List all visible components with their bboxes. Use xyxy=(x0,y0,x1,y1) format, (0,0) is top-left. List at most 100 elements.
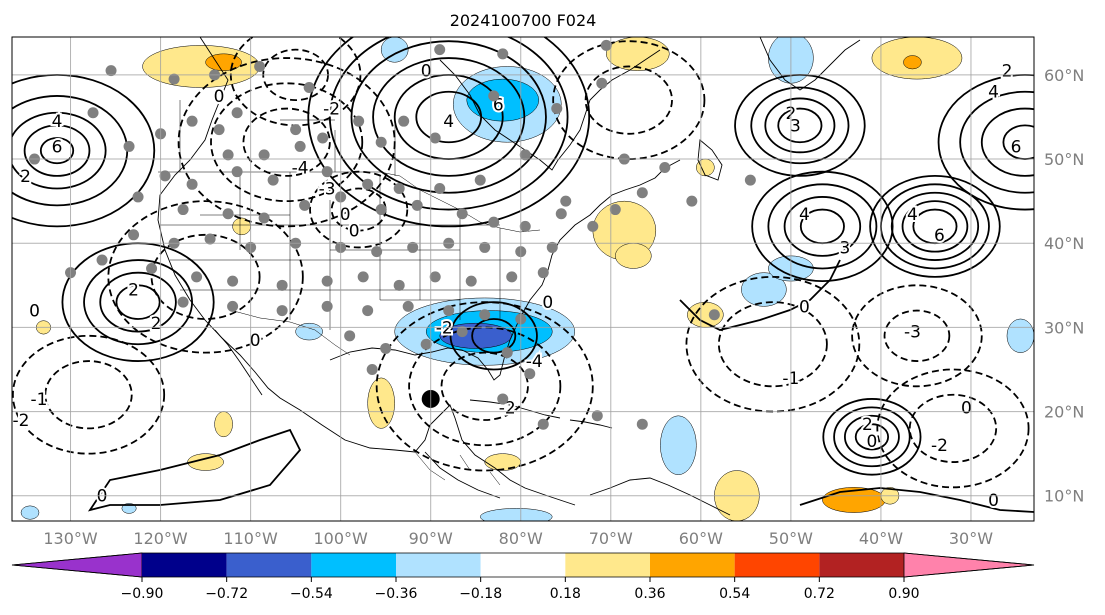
contour-label: 2 xyxy=(128,281,139,301)
station-marker xyxy=(407,241,419,253)
negative-contour xyxy=(851,284,983,388)
station-marker xyxy=(254,60,266,72)
positive-contour xyxy=(750,86,850,165)
positive-contour xyxy=(751,170,894,283)
negative-contour xyxy=(876,368,1030,489)
positive-contour xyxy=(307,37,591,228)
contour-label: 0 xyxy=(988,491,999,511)
gridlines-layer xyxy=(12,37,1034,521)
station-marker xyxy=(294,140,306,152)
longitude-labels: 130°W 120°W 110°W 100°W 90°W 80°W 70°W 60°W 50°W… xyxy=(43,529,993,548)
negative-contour xyxy=(12,334,166,455)
station-marker xyxy=(524,368,536,380)
station-marker xyxy=(317,132,329,144)
longitude-tick-label: 80°W xyxy=(499,529,543,548)
longitude-tick-label: 30°W xyxy=(949,529,993,548)
station-marker xyxy=(411,199,423,211)
contour-label: -3 xyxy=(319,180,336,200)
station-marker xyxy=(636,187,648,199)
station-marker xyxy=(276,279,288,291)
contour-label: 0 xyxy=(340,205,351,225)
station-marker xyxy=(177,204,189,216)
positive-contour xyxy=(679,259,841,331)
station-marker xyxy=(551,103,563,115)
contour-label: 2 xyxy=(20,167,31,187)
station-marker xyxy=(420,338,432,350)
latitude-tick-label: 60°N xyxy=(1044,66,1084,85)
longitude-tick-label: 130°W xyxy=(43,529,98,548)
contour-label: -2 xyxy=(931,436,948,456)
station-marker xyxy=(231,166,243,178)
colorbar-tick-label: 0.18 xyxy=(550,586,581,602)
negative-contour xyxy=(717,301,828,388)
contour-label: 0 xyxy=(421,62,432,82)
station-marker xyxy=(186,178,198,190)
contour-label: 6 xyxy=(52,137,63,157)
negative-contour xyxy=(177,57,396,228)
colorbar-segment xyxy=(226,553,312,577)
station-marker xyxy=(191,271,203,283)
station-marker xyxy=(393,183,405,195)
positive-contour xyxy=(777,107,823,144)
anomaly-patch xyxy=(214,411,233,438)
colorbar-tick-label: 0.54 xyxy=(719,586,750,602)
longitude-tick-label: 110°W xyxy=(223,529,278,548)
colorbar-segment xyxy=(565,553,650,577)
colorbar-labels: −0.90 −0.72 −0.54 −0.36 −0.18 0.18 0.36 0.54 0.7… xyxy=(121,577,920,602)
positive-contour xyxy=(901,200,969,253)
station-marker xyxy=(303,82,315,94)
station-marker xyxy=(519,220,531,232)
colorbar-segment xyxy=(480,553,566,577)
baja-coastline xyxy=(214,329,263,396)
station-marker xyxy=(159,170,171,182)
contour-label: 0 xyxy=(250,331,261,351)
contour-label: 4 xyxy=(52,112,63,132)
station-marker xyxy=(132,191,144,203)
positive-contour xyxy=(844,414,900,459)
anomaly-patch xyxy=(380,37,409,63)
us-mexico-border xyxy=(229,309,351,356)
station-marker xyxy=(146,262,158,274)
station-marker xyxy=(488,216,500,228)
colorbar-segment xyxy=(396,553,481,577)
colorbar-extend-low xyxy=(11,552,143,578)
latitude-tick-label: 30°N xyxy=(1044,318,1084,337)
positive-contour xyxy=(415,90,483,144)
station-marker xyxy=(591,410,603,422)
contour-label: -4 xyxy=(526,352,543,372)
contour-label: 0 xyxy=(961,398,972,418)
station-marker xyxy=(456,326,468,338)
contour-label: -2 xyxy=(323,100,340,120)
chart-title: 2024100700 F024 xyxy=(450,11,597,30)
colorbar xyxy=(11,552,1035,578)
south-america-coastline xyxy=(589,477,731,516)
anomaly-fill-layer xyxy=(20,37,1034,521)
latitude-tick-label: 20°N xyxy=(1044,403,1084,422)
station-marker xyxy=(371,246,383,258)
longitude-tick-label: 60°W xyxy=(679,529,723,548)
negative-contour xyxy=(883,309,951,362)
station-marker xyxy=(686,195,698,207)
contour-label: 4 xyxy=(907,205,918,225)
station-marker xyxy=(497,393,509,405)
positive-contour xyxy=(372,57,526,177)
station-marker xyxy=(497,48,509,60)
station-marker xyxy=(744,174,756,186)
anomaly-patch xyxy=(615,242,652,269)
anomaly-patch xyxy=(20,505,40,520)
anomaly-patch xyxy=(606,37,670,71)
contour-label: -2 xyxy=(13,411,30,431)
station-marker xyxy=(488,90,500,102)
station-marker xyxy=(222,208,234,220)
longitude-tick-label: 90°W xyxy=(409,529,453,548)
station-marker xyxy=(479,241,491,253)
colorbar-tick-label: −0.18 xyxy=(459,586,502,602)
negative-contour xyxy=(584,65,673,135)
station-marker xyxy=(258,212,270,224)
station-marker xyxy=(398,115,410,127)
negative-contour xyxy=(242,107,331,177)
contour-label: 0 xyxy=(349,222,360,242)
latitude-tick-label: 50°N xyxy=(1044,150,1084,169)
anomaly-patch xyxy=(1006,318,1034,353)
anomaly-patch xyxy=(187,453,224,471)
